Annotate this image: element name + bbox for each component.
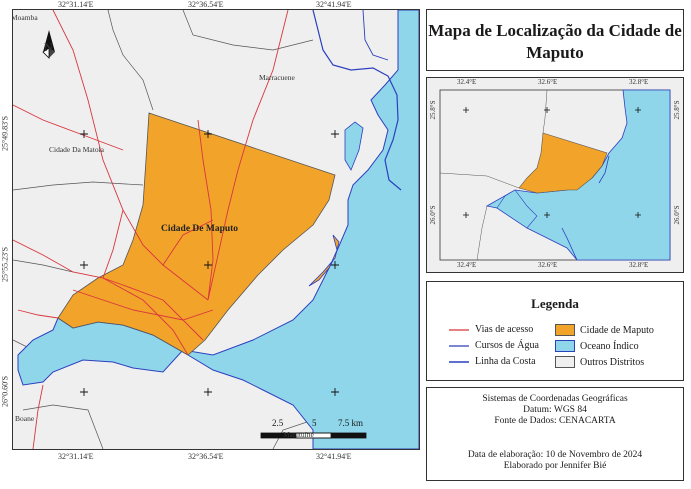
left-coord-1: 25°49.83'S — [0, 115, 10, 152]
maputo-city — [57, 112, 336, 356]
map-title: Mapa de Localização da Cidade de Maputo — [428, 21, 682, 62]
legend-item-oceano: Oceano Índico — [555, 340, 639, 352]
top-coord-2: 32°36.54'E — [188, 0, 224, 9]
ocean — [17, 10, 419, 449]
roads — [13, 10, 289, 449]
inset-bottom-coord-3: 32.8°E — [629, 261, 649, 269]
info-panel: Sistemas de Coordenadas Geográficas Datu… — [426, 387, 684, 481]
inset-map[interactable] — [427, 78, 683, 272]
main-map[interactable] — [13, 10, 419, 449]
legend-item-cidade: Cidade de Maputo — [555, 324, 654, 336]
scale-label-3: 7.5 km — [338, 418, 364, 428]
legend-label-linha: Linha da Costa — [475, 356, 536, 367]
scale-label-2: 5 — [312, 418, 317, 428]
inset-frame: 32.4°E 32.6°E 32.8°E 32.4°E 32.6°E 32.8°… — [426, 77, 684, 273]
river-incomati — [312, 10, 402, 191]
ocean-swatch-icon — [555, 340, 575, 352]
legend-label-cursos: Cursos de Água — [475, 340, 539, 351]
legend-item-outros: Outros Distritos — [555, 356, 644, 368]
inset-bottom-coord-1: 32.4°E — [457, 261, 477, 269]
place-marracuene: Marracuene — [259, 73, 295, 82]
place-matutuine: Matutuíne — [283, 430, 314, 439]
north-label: N — [44, 40, 53, 54]
river-incomati-2 — [362, 10, 389, 61]
district-swatch-icon — [555, 356, 575, 368]
legend-label-outros: Outros Distritos — [580, 356, 645, 368]
place-boane: Boane — [15, 414, 35, 423]
info-source: Fonte de Dados: CENACARTA — [494, 416, 616, 426]
inset-bottom-coord-2: 32.6°E — [538, 261, 558, 269]
info-datum: Datum: WGS 84 — [523, 405, 587, 415]
left-coord-3: 26°0.60'S — [0, 375, 10, 408]
top-coord-1: 32°31.14'E — [58, 0, 94, 9]
north-arrow-icon — [42, 30, 55, 59]
title-panel: Mapa de Localização da Cidade de Maputo — [426, 9, 684, 71]
legend-label-cidade: Cidade de Maputo — [580, 324, 654, 336]
inset-top-coord-3: 32.8°E — [629, 78, 649, 86]
top-coord-3: 32°41.94'E — [316, 0, 352, 9]
inset-left-coord-1: 25.8°S — [429, 100, 437, 120]
inset-top-coord-1: 32.4°E — [457, 78, 477, 86]
city-swatch-icon — [555, 324, 575, 336]
coast-line-icon — [449, 360, 469, 363]
place-matola: Cidade Da Matola — [49, 145, 104, 154]
legend-title: Legenda — [531, 296, 579, 311]
bottom-coord-1: 32°31.14'E — [58, 452, 94, 461]
graticule — [80, 130, 339, 396]
place-maputo: Cidade De Maputo — [161, 224, 239, 234]
scale-label-1: 2.5 — [272, 418, 284, 428]
inset-left-coord-2: 26.0°S — [429, 205, 437, 225]
inset-bay — [496, 189, 538, 229]
legend-label-vias: Vias de acesso — [475, 324, 534, 335]
legend-item-cursos: Cursos de Água — [449, 340, 539, 351]
legend-panel: Legenda Vias de acesso Cursos de Água Li… — [426, 281, 684, 381]
place-moamba: Moamba — [12, 13, 38, 22]
scale-bar — [260, 432, 367, 439]
bottom-coord-3: 32°41.94'E — [316, 452, 352, 461]
legend-item-linha: Linha da Costa — [449, 356, 536, 367]
inset-top-coord-2: 32.6°E — [538, 78, 558, 86]
info-author: Elaborado por Jennifer Bié — [503, 461, 607, 471]
main-map-frame: N Moamba Marracuene Cidade Da Matola Cid… — [12, 9, 420, 450]
water-line-icon — [449, 344, 469, 347]
info-date: Data de elaboração: 10 de Novembro de 20… — [467, 450, 643, 460]
island — [308, 234, 340, 287]
legend-label-oceano: Oceano Índico — [580, 340, 639, 352]
left-coord-2: 25°55.23'S — [0, 246, 10, 283]
inset-right-coord-2: 26.0°S — [673, 205, 681, 225]
inset-city — [518, 132, 608, 194]
road-line-icon — [449, 328, 469, 331]
legend-item-vias: Vias de acesso — [449, 324, 533, 335]
inset-right-coord-1: 25.8°S — [673, 100, 681, 120]
island-2 — [344, 121, 364, 171]
inset-coast-south — [561, 227, 578, 261]
bottom-coord-2: 32°36.54'E — [188, 452, 224, 461]
info-crs: Sistemas de Coordenadas Geográficas — [482, 394, 628, 404]
